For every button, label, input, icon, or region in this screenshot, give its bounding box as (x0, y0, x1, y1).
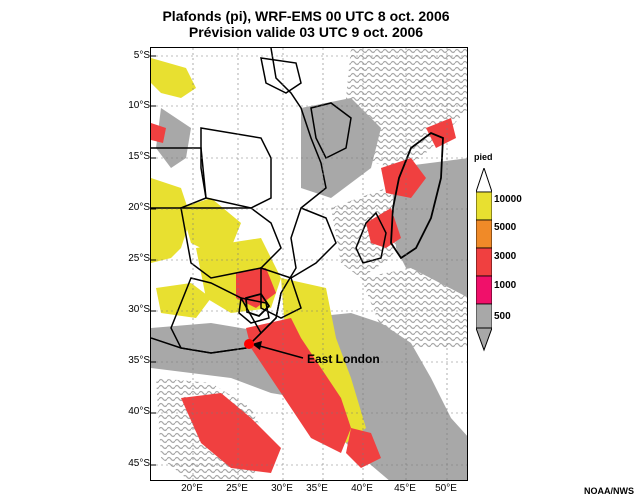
legend-label-3000: 3000 (494, 251, 517, 262)
map-panel (150, 47, 468, 481)
legend-swatch-5000 (476, 219, 492, 249)
lon-label-20e: 20°E (181, 483, 203, 494)
lat-label-40s: 40°S (128, 406, 150, 417)
map-canvas (151, 48, 467, 480)
legend-label-1000: 1000 (494, 280, 517, 291)
lat-label-45s: 45°S (128, 458, 150, 469)
legend-label-500: 500 (494, 311, 511, 322)
map-title: Plafonds (pi), WRF-EMS 00 UTC 8 oct. 200… (162, 8, 450, 24)
gray-west-patch (156, 108, 191, 168)
lon-label-45e: 45°E (394, 483, 416, 494)
lon-label-35e: 35°E (306, 483, 328, 494)
lat-label-5s: 5°S (133, 50, 150, 61)
legend-label-10000: 10000 (494, 194, 522, 205)
madagascar-outline (390, 131, 444, 260)
lesotho-outline (245, 292, 271, 318)
gray-east-africa (301, 98, 381, 198)
legend-bottom-arrow (476, 327, 492, 352)
legend-swatch-10000 (476, 191, 492, 221)
lat-label-35s: 35°S (128, 355, 150, 366)
credit-label: NOAA/NWS (584, 486, 634, 496)
arrow-head (252, 341, 262, 350)
legend-title: pied (474, 152, 493, 162)
legend-swatch-3000 (476, 247, 492, 277)
legend-swatch-1000 (476, 275, 492, 305)
east-london-arrow (255, 344, 304, 359)
east-london-label: East London (307, 352, 380, 366)
lon-label-25e: 25°E (226, 483, 248, 494)
lon-label-50e: 50°E (435, 483, 457, 494)
east-london-marker (244, 339, 254, 349)
lon-label-30e: 30°E (271, 483, 293, 494)
lat-label-10s: 10°S (128, 100, 150, 111)
lon-label-40e: 40°E (351, 483, 373, 494)
lat-label-20s: 20°S (128, 202, 150, 213)
legend-top-arrow (476, 168, 492, 193)
graticule (151, 48, 467, 480)
lat-label-30s: 30°S (128, 304, 150, 315)
legend-label-5000: 5000 (494, 222, 517, 233)
lat-ticks (151, 55, 156, 466)
lat-label-15s: 15°S (128, 151, 150, 162)
country-borders (151, 48, 387, 354)
map-subtitle: Prévision valide 03 UTC 9 oct. 2006 (188, 24, 424, 40)
yellow-ceiling-regions (151, 58, 366, 443)
lat-label-25s: 25°S (128, 253, 150, 264)
legend-swatch-500 (476, 303, 492, 329)
legend-colorbar (476, 168, 492, 352)
